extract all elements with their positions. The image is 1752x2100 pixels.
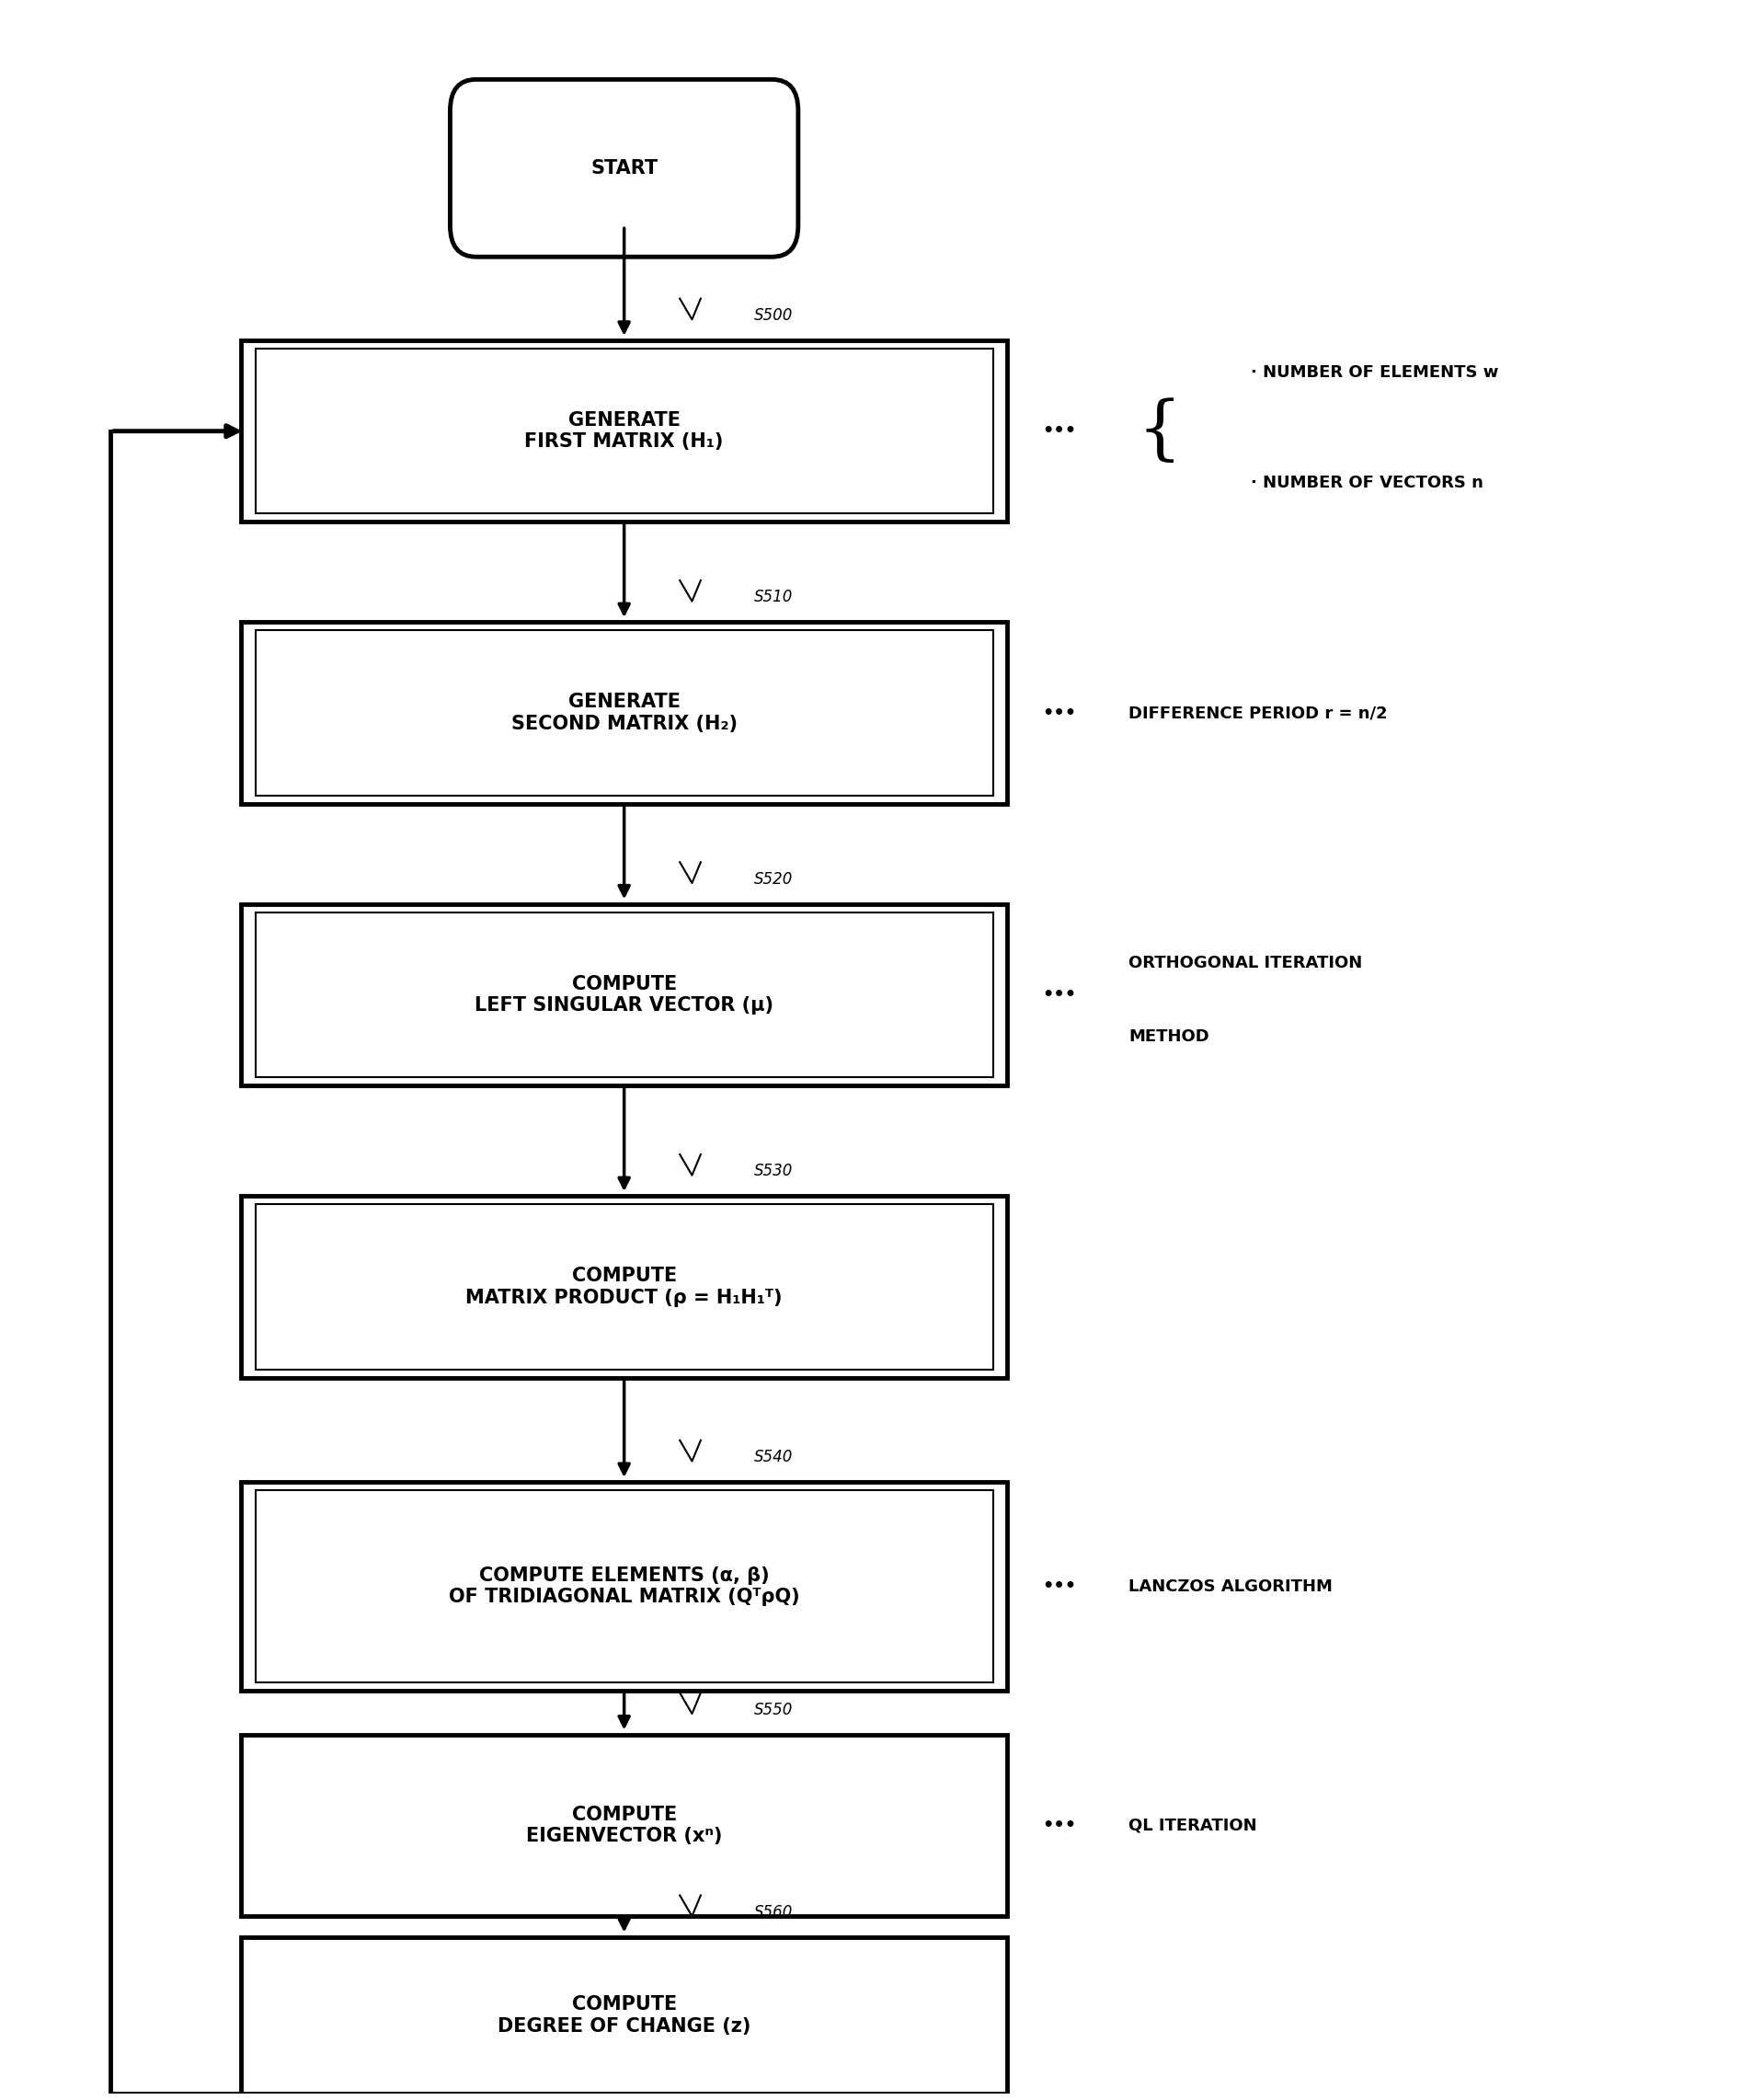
Bar (256, 1205, 993, 1369)
Text: S560: S560 (753, 1905, 794, 1919)
Text: COMPUTE
MATRIX PRODUCT (ρ = H₁H₁ᵀ): COMPUTE MATRIX PRODUCT (ρ = H₁H₁ᵀ) (466, 1266, 781, 1306)
Text: · NUMBER OF VECTORS n: · NUMBER OF VECTORS n (1249, 475, 1482, 491)
Bar (242, 903, 1006, 1086)
Text: S540: S540 (753, 1449, 794, 1466)
Bar (242, 1197, 1006, 1378)
Bar (256, 630, 993, 796)
Text: S510: S510 (753, 588, 794, 605)
Bar (256, 911, 993, 1077)
Bar (242, 340, 1006, 523)
Text: GENERATE
SECOND MATRIX (H₂): GENERATE SECOND MATRIX (H₂) (512, 693, 738, 733)
Text: •••: ••• (1041, 1577, 1076, 1596)
Text: COMPUTE
DEGREE OF CHANGE (z): COMPUTE DEGREE OF CHANGE (z) (498, 1995, 750, 2035)
Text: •••: ••• (1041, 422, 1076, 439)
Text: DIFFERENCE PERIOD r = n/2: DIFFERENCE PERIOD r = n/2 (1128, 706, 1388, 720)
Bar (256, 1491, 993, 1682)
Bar (256, 349, 993, 514)
FancyBboxPatch shape (450, 80, 797, 256)
Text: START: START (590, 160, 657, 176)
Text: S530: S530 (753, 1163, 794, 1180)
Text: · NUMBER OF ELEMENTS w: · NUMBER OF ELEMENTS w (1249, 365, 1498, 380)
Text: GENERATE
FIRST MATRIX (H₁): GENERATE FIRST MATRIX (H₁) (524, 412, 724, 451)
Text: LANCZOS ALGORITHM: LANCZOS ALGORITHM (1128, 1577, 1332, 1594)
Text: COMPUTE ELEMENTS (α, β)
OF TRIDIAGONAL MATRIX (QᵀρQ): COMPUTE ELEMENTS (α, β) OF TRIDIAGONAL M… (449, 1567, 799, 1606)
Text: •••: ••• (1041, 1816, 1076, 1833)
Text: S520: S520 (753, 871, 794, 886)
Bar (242, 1936, 1006, 2094)
Bar (242, 1735, 1006, 1915)
Text: •••: ••• (1041, 704, 1076, 722)
Text: QL ITERATION: QL ITERATION (1128, 1816, 1256, 1833)
Text: ORTHOGONAL ITERATION: ORTHOGONAL ITERATION (1128, 956, 1361, 972)
Text: COMPUTE
EIGENVECTOR (xⁿ): COMPUTE EIGENVECTOR (xⁿ) (526, 1806, 722, 1846)
Text: METHOD: METHOD (1128, 1029, 1209, 1044)
Text: COMPUTE
LEFT SINGULAR VECTOR (μ): COMPUTE LEFT SINGULAR VECTOR (μ) (475, 974, 773, 1014)
Bar (242, 622, 1006, 804)
Text: {: { (1137, 397, 1181, 466)
Bar (242, 1483, 1006, 1691)
Text: S500: S500 (753, 307, 794, 323)
Text: S550: S550 (753, 1701, 794, 1718)
Text: •••: ••• (1041, 987, 1076, 1004)
